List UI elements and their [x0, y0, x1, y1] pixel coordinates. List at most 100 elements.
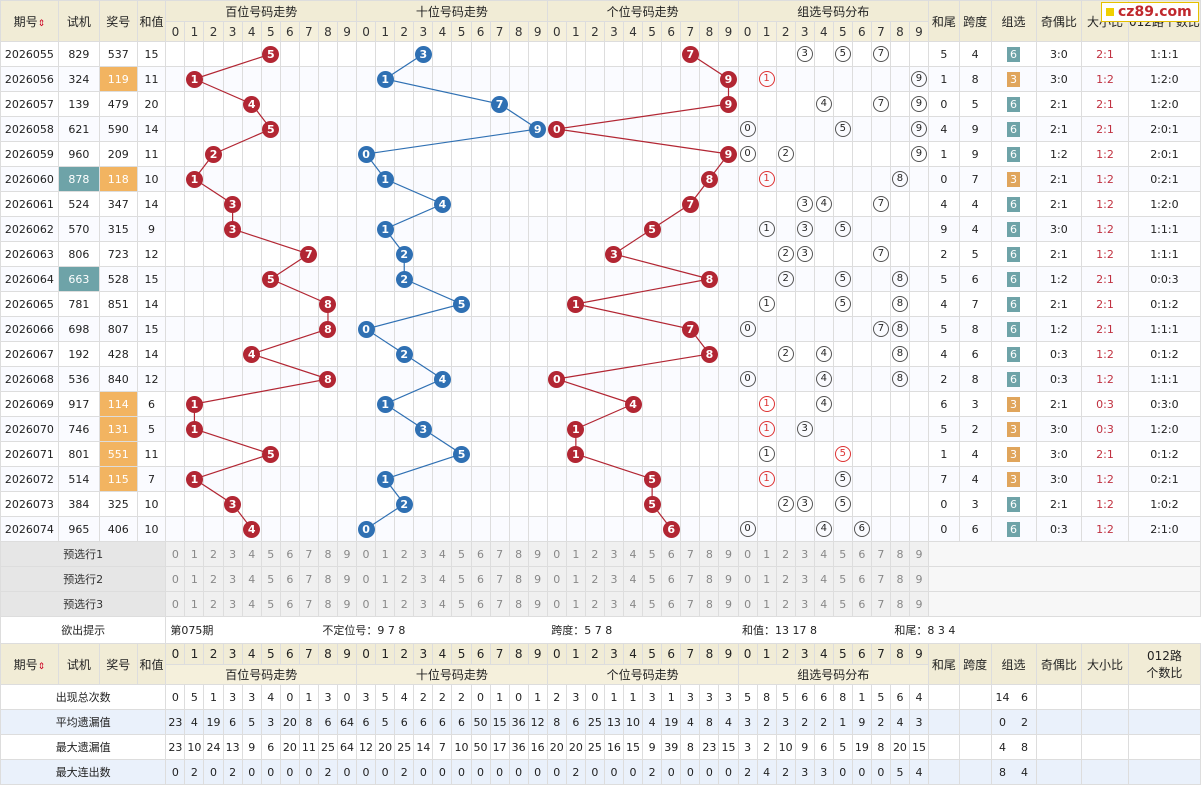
preselect-digit[interactable]: 3: [794, 566, 815, 592]
preselect-digit[interactable]: 9: [718, 541, 739, 567]
preselect-digit[interactable]: 4: [622, 591, 644, 617]
preselect-digit[interactable]: 8: [317, 566, 339, 592]
preselect-digit[interactable]: 6: [851, 541, 872, 567]
preselect-digit[interactable]: 4: [241, 591, 262, 617]
preselect-digit[interactable]: 6: [470, 541, 491, 567]
preselect-digit[interactable]: 5: [832, 591, 853, 617]
preselect-digit[interactable]: 9: [337, 566, 357, 592]
preselect-digit[interactable]: 8: [508, 541, 529, 567]
preselect-digit[interactable]: 5: [832, 566, 853, 592]
preselect-digit[interactable]: 0: [546, 591, 567, 617]
preselect-digit[interactable]: 0: [355, 541, 377, 567]
preselect-digit[interactable]: 2: [584, 541, 605, 567]
sort-icon[interactable]: ⇕: [37, 18, 46, 29]
preselect-digit[interactable]: 1: [756, 541, 777, 567]
preselect-digit[interactable]: 6: [470, 566, 491, 592]
preselect-digit[interactable]: 8: [317, 541, 339, 567]
preselect-digit[interactable]: 7: [489, 541, 510, 567]
preselect-digit[interactable]: 7: [680, 541, 701, 567]
preselect-digit[interactable]: 7: [298, 591, 319, 617]
preselect-digit[interactable]: 3: [413, 566, 434, 592]
preselect-digit[interactable]: 0: [737, 566, 758, 592]
preselect-digit[interactable]: 5: [260, 541, 281, 567]
preselect-digit[interactable]: 1: [375, 591, 396, 617]
preselect-digit[interactable]: 1: [184, 566, 205, 592]
preselect-digit[interactable]: 1: [184, 591, 205, 617]
preselect-digit[interactable]: 0: [737, 541, 758, 567]
preselect-digit[interactable]: 8: [889, 541, 910, 567]
preselect-digit[interactable]: 2: [203, 541, 224, 567]
preselect-digit[interactable]: 5: [642, 566, 663, 592]
preselect-digit[interactable]: 1: [756, 566, 777, 592]
preselect-digit[interactable]: 8: [699, 566, 720, 592]
preselect-digit[interactable]: 3: [794, 541, 815, 567]
preselect-digit[interactable]: 8: [699, 591, 720, 617]
preselect-digit[interactable]: 9: [527, 541, 548, 567]
preselect-digit[interactable]: 5: [642, 541, 663, 567]
preselect-digit[interactable]: 0: [165, 566, 186, 592]
preselect-digit[interactable]: 4: [432, 591, 453, 617]
preselect-digit[interactable]: 8: [889, 566, 910, 592]
preselect-digit[interactable]: 8: [889, 591, 910, 617]
preselect-digit[interactable]: 6: [279, 566, 300, 592]
preselect-digit[interactable]: 9: [337, 541, 357, 567]
preselect-digit[interactable]: 2: [394, 566, 415, 592]
preselect-digit[interactable]: 9: [908, 591, 930, 617]
preselect-digit[interactable]: 0: [165, 591, 186, 617]
preselect-digit[interactable]: 1: [184, 541, 205, 567]
preselect-digit[interactable]: 7: [870, 541, 891, 567]
preselect-digit[interactable]: 5: [260, 591, 281, 617]
preselect-digit[interactable]: 4: [432, 566, 453, 592]
preselect-digit[interactable]: 4: [622, 541, 644, 567]
preselect-digit[interactable]: 6: [661, 541, 682, 567]
preselect-digit[interactable]: 0: [546, 541, 567, 567]
preselect-digit[interactable]: 3: [222, 566, 243, 592]
preselect-digit[interactable]: 3: [794, 591, 815, 617]
preselect-digit[interactable]: 7: [298, 566, 319, 592]
preselect-digit[interactable]: 6: [851, 566, 872, 592]
preselect-digit[interactable]: 0: [546, 566, 567, 592]
preselect-digit[interactable]: 8: [508, 591, 529, 617]
header-period[interactable]: 期号⇕: [0, 643, 59, 685]
preselect-digit[interactable]: 9: [908, 566, 930, 592]
preselect-digit[interactable]: 2: [584, 591, 605, 617]
preselect-digit[interactable]: 7: [870, 566, 891, 592]
preselect-digit[interactable]: 2: [203, 591, 224, 617]
preselect-digit[interactable]: 1: [565, 566, 586, 592]
preselect-digit[interactable]: 0: [355, 566, 377, 592]
preselect-digit[interactable]: 9: [718, 591, 739, 617]
preselect-digit[interactable]: 7: [298, 541, 319, 567]
preselect-digit[interactable]: 5: [832, 541, 853, 567]
preselect-digit[interactable]: 9: [527, 566, 548, 592]
preselect-digit[interactable]: 7: [870, 591, 891, 617]
preselect-digit[interactable]: 5: [451, 541, 472, 567]
preselect-digit[interactable]: 0: [355, 591, 377, 617]
preselect-digit[interactable]: 9: [527, 591, 548, 617]
preselect-digit[interactable]: 0: [737, 591, 758, 617]
preselect-digit[interactable]: 5: [451, 566, 472, 592]
preselect-digit[interactable]: 2: [775, 591, 796, 617]
preselect-digit[interactable]: 9: [908, 541, 930, 567]
preselect-digit[interactable]: 3: [413, 591, 434, 617]
preselect-digit[interactable]: 1: [375, 541, 396, 567]
preselect-digit[interactable]: 6: [661, 591, 682, 617]
preselect-digit[interactable]: 2: [584, 566, 605, 592]
preselect-digit[interactable]: 5: [260, 566, 281, 592]
preselect-digit[interactable]: 2: [394, 591, 415, 617]
preselect-digit[interactable]: 9: [337, 591, 357, 617]
preselect-digit[interactable]: 3: [603, 566, 624, 592]
preselect-digit[interactable]: 8: [508, 566, 529, 592]
preselect-digit[interactable]: 4: [432, 541, 453, 567]
preselect-digit[interactable]: 7: [680, 591, 701, 617]
preselect-digit[interactable]: 7: [489, 566, 510, 592]
preselect-digit[interactable]: 7: [489, 591, 510, 617]
preselect-digit[interactable]: 3: [222, 591, 243, 617]
preselect-digit[interactable]: 7: [680, 566, 701, 592]
preselect-digit[interactable]: 8: [317, 591, 339, 617]
preselect-digit[interactable]: 6: [661, 566, 682, 592]
preselect-digit[interactable]: 5: [451, 591, 472, 617]
preselect-digit[interactable]: 4: [813, 566, 834, 592]
preselect-digit[interactable]: 4: [241, 566, 262, 592]
preselect-digit[interactable]: 2: [394, 541, 415, 567]
preselect-digit[interactable]: 2: [775, 541, 796, 567]
